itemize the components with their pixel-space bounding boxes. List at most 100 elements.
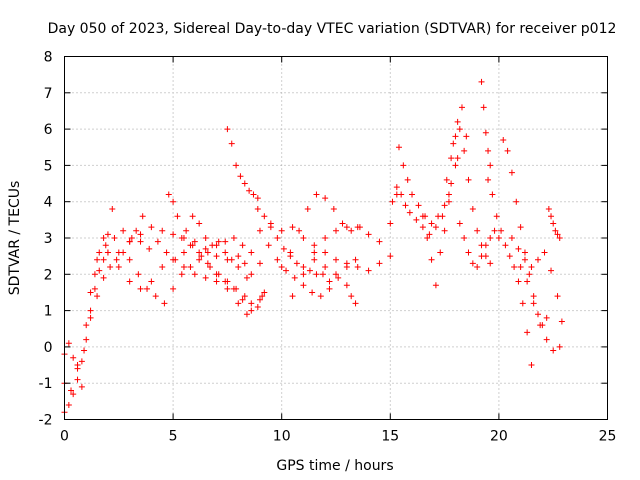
x-tick-label: 10 [273,429,291,445]
data-point [428,256,435,263]
data-point [456,126,463,133]
y-axis-label: SDTVAR / TECUs [7,181,23,296]
data-point [163,249,170,256]
data-point [243,311,250,318]
data-point [480,104,487,111]
data-point [120,227,127,234]
data-point [287,249,294,256]
data-point [348,293,355,300]
data-point [178,235,185,241]
data-point [87,289,94,296]
y-tick-label: 4 [44,195,53,211]
data-point [474,227,481,234]
data-point [215,238,222,245]
data-point [230,235,237,241]
data-point [246,187,253,194]
data-point [107,264,114,271]
data-point [437,249,444,256]
data-point [319,271,326,278]
data-point [515,245,522,252]
data-point [456,220,463,227]
x-tick-label: 15 [381,429,399,445]
data-point [180,249,187,256]
data-point [241,293,248,300]
data-point [296,227,303,234]
data-point [326,278,333,285]
data-point [352,256,359,263]
series-arc-20 [419,104,470,289]
data-point [261,213,268,220]
data-point [222,238,229,245]
data-point [469,260,476,267]
data-point [224,126,231,133]
data-point [115,249,122,256]
data-point [550,347,557,354]
data-point [300,282,307,289]
data-point [445,191,452,198]
data-point [259,293,266,300]
y-tick-label: 7 [44,86,53,102]
data-point [91,285,98,292]
data-point [335,274,342,281]
data-point [311,256,318,263]
data-point [274,235,281,241]
data-point [159,227,166,234]
data-point [248,249,255,256]
data-point [187,264,194,271]
series-arc-11 [254,289,268,310]
series-arc-7 [126,235,263,307]
data-point [250,191,257,198]
data-point [352,300,359,307]
data-point [552,227,559,234]
data-point [202,235,209,241]
data-point [322,249,329,256]
data-point [280,245,287,252]
data-point [343,282,350,289]
series-arc-15 [278,191,363,271]
data-point [333,227,339,234]
data-point [137,231,144,238]
data-point [534,311,541,318]
data-point [487,162,494,169]
data-point [170,231,177,238]
data-point [513,198,520,205]
data-point [311,242,318,249]
data-point [543,314,550,321]
x-tick-label: 20 [490,429,508,445]
series-arc-28 [545,205,563,241]
data-point [204,260,211,267]
data-point [196,249,203,256]
y-tick-label: 3 [44,231,53,247]
data-point [196,256,203,263]
x-tick-label: 5 [169,429,178,445]
data-point [495,235,502,241]
data-point [489,191,496,198]
x-axis-label: GPS time / hours [276,458,393,474]
data-point [274,256,281,263]
data-point [322,264,329,271]
data-point [196,220,203,227]
data-point [415,202,422,209]
data-point [343,224,350,231]
y-tick-label: -2 [39,413,53,429]
data-point [233,162,240,169]
data-point [96,249,103,256]
y-tick-label: 2 [44,267,53,283]
data-point [333,271,339,278]
data-point [170,285,177,292]
data-point [474,264,481,271]
data-point [348,227,355,234]
data-point [554,293,561,300]
data-point [94,293,101,300]
data-point [228,140,235,147]
data-point [144,285,151,292]
data-point [293,260,300,267]
data-point [241,260,248,267]
data-point [458,104,465,111]
data-point [239,296,246,303]
data-point [100,256,107,263]
data-point [343,260,350,267]
y-tick-label: 1 [44,304,53,320]
data-point [133,227,140,234]
data-point [450,140,457,147]
